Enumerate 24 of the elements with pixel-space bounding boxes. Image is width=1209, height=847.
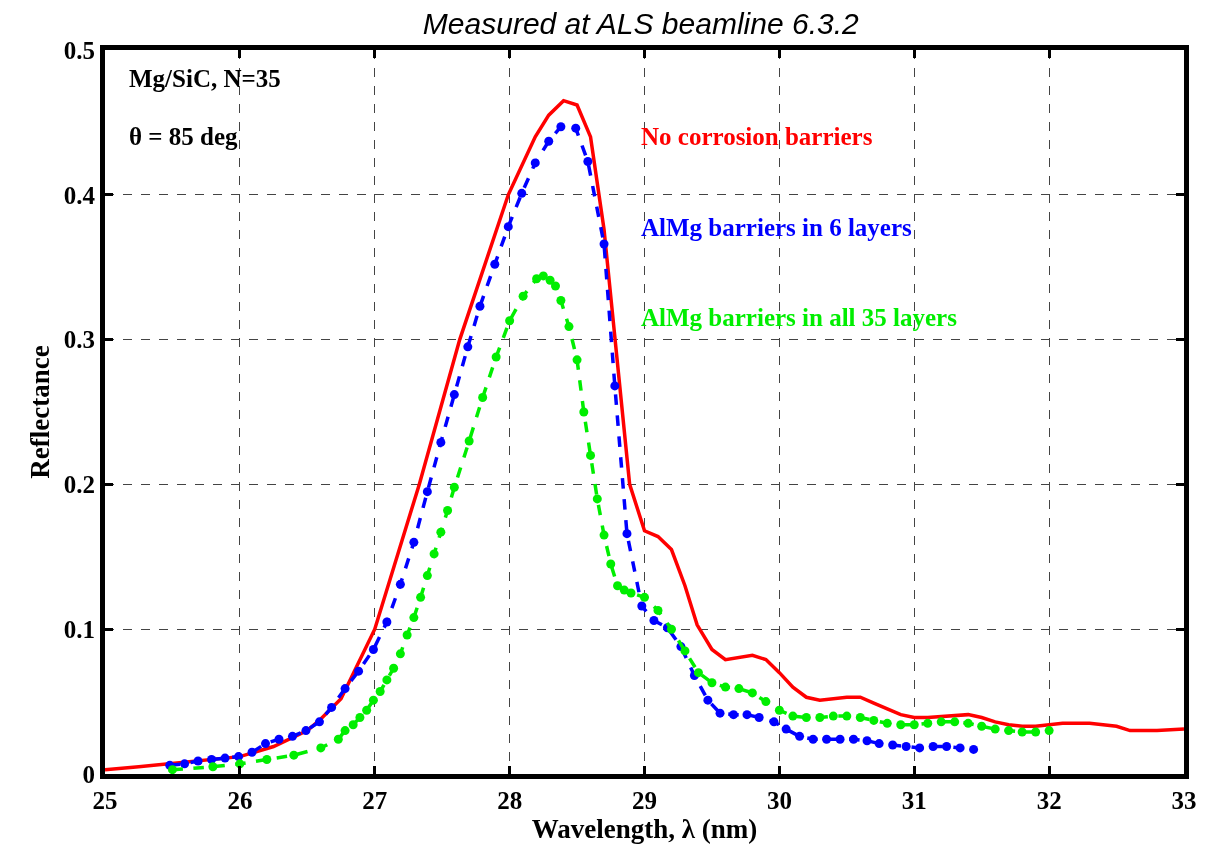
- annotation: Mg/SiC, N=35: [129, 65, 281, 92]
- series-label: No corrosion barriers: [641, 123, 873, 150]
- y-axis-title: Reflectance: [24, 345, 55, 479]
- line-series: [105, 98, 1184, 772]
- x-axis-title: Wavelength, λ (nm): [531, 814, 758, 844]
- y-tick-label: 0.2: [63, 471, 95, 499]
- annotation: θ = 85 deg: [129, 123, 239, 150]
- chart-title: Measured at ALS beamline 6.3.2: [422, 6, 859, 40]
- y-tick-label: 0.5: [63, 36, 95, 64]
- x-tick-label: 30: [766, 787, 792, 814]
- y-tick-label: 0.3: [63, 326, 95, 354]
- x-tick-label: 32: [1036, 787, 1062, 814]
- x-tick-label: 33: [1171, 787, 1197, 814]
- x-tick-label: 31: [901, 787, 927, 814]
- x-tick-label: 27: [362, 787, 388, 814]
- text: AlMg barriers in all 35 layers: [641, 304, 958, 331]
- x-tick-label: 28: [497, 787, 523, 814]
- x-tick-label: 26: [227, 787, 253, 814]
- series-label: AlMg barriers in 6 layers: [641, 214, 913, 241]
- x-tick-label: 25: [92, 787, 118, 814]
- x-tick-label: 29: [632, 787, 657, 814]
- y-tick-label: 0.1: [63, 615, 95, 643]
- y-tick-label: 0.4: [63, 181, 96, 209]
- y-tick-label: 0: [82, 760, 95, 788]
